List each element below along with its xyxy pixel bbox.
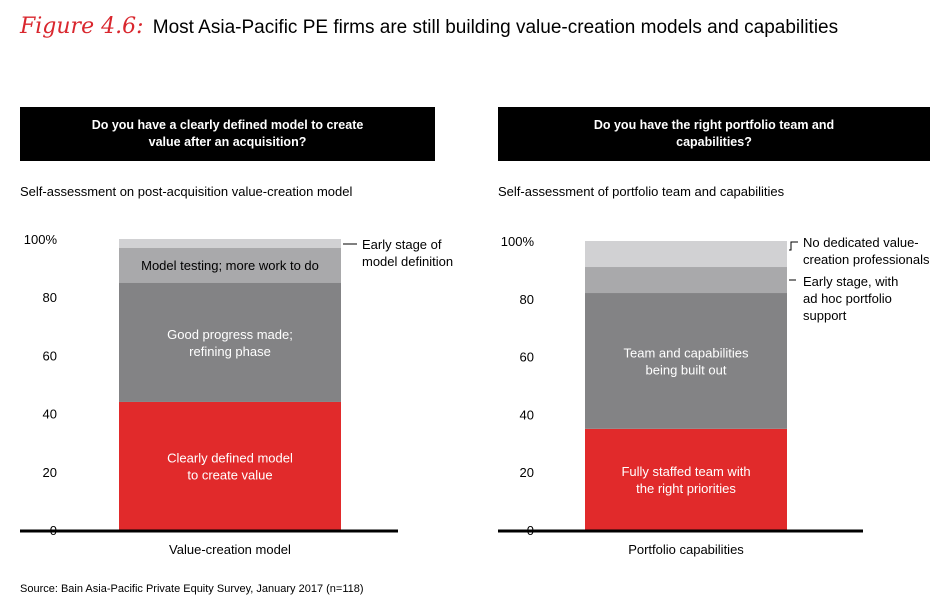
right-panel-header: Do you have the right portfolio team and… [498, 107, 930, 161]
y-tick-label: 60 [43, 348, 57, 363]
annotation-label: Early stage, with ad hoc portfolio support [803, 274, 898, 323]
category-label: Portfolio capabilities [628, 542, 744, 557]
category-label: Value-creation model [169, 542, 291, 557]
y-tick-label: 60 [520, 350, 534, 365]
bar-segment-clearly-defined-model-to-create-value [119, 401, 341, 530]
figure-title-text: Most Asia-Pacific PE firms are still bui… [152, 17, 839, 38]
bar-segment-early-stage-with-ad-hoc-portfolio-support [585, 267, 787, 294]
left-panel-subtitle: Self-assessment on post-acquisition valu… [20, 184, 353, 199]
y-tick-label: 80 [43, 290, 57, 305]
y-tick-label: 100% [24, 232, 58, 247]
y-tick-label: 20 [43, 465, 57, 480]
annotation-leader [789, 241, 798, 251]
segment-label: Clearly defined model to create value [167, 450, 293, 482]
figure-title: Figure 4.6: Most Asia-Pacific PE firms a… [20, 14, 838, 39]
y-tick-label: 40 [520, 407, 534, 422]
left-panel-header: Do you have a clearly defined model to c… [20, 107, 435, 161]
annotation-label: No dedicated value-creation professional… [803, 235, 930, 267]
segment-label: Team and capabilities being built out [623, 345, 749, 377]
source-note: Source: Bain Asia-Pacific Private Equity… [20, 583, 364, 595]
figure-number: Figure 4.6: [20, 14, 144, 39]
annotation-label: Early stage of model definition [362, 237, 453, 269]
segment-label: Good progress made; refining phase [167, 327, 293, 359]
y-tick-label: 20 [520, 465, 534, 480]
y-tick-label: 100% [501, 234, 535, 249]
left-panel-question: Do you have a clearly defined model to c… [91, 118, 364, 149]
bar-segment-no-dedicated-value-creation-professionals [585, 241, 787, 268]
right-panel-question: Do you have the right portfolio team and… [593, 118, 835, 149]
bar-segment-fully-staffed-team-with-the-right-priorities [585, 428, 787, 530]
bar-segment-early-stage-of-model-definition [119, 239, 341, 248]
bar-segment-model-testing-more-work-to-do [119, 247, 341, 283]
bar-segment-team-and-capabilities-being-built-out [585, 293, 787, 429]
portfolio-capabilities-chart: 020406080100%Fully staffed team withthe … [498, 234, 930, 557]
y-tick-label: 40 [43, 407, 57, 422]
segment-label: Fully staffed team with the right priorit… [621, 464, 750, 496]
y-tick-label: 80 [520, 292, 534, 307]
segment-label: Model testing; more work to do [141, 258, 319, 273]
bar-segment-good-progress-made-refining-phase [119, 282, 341, 402]
right-panel-subtitle: Self-assessment of portfolio team and ca… [498, 184, 785, 199]
